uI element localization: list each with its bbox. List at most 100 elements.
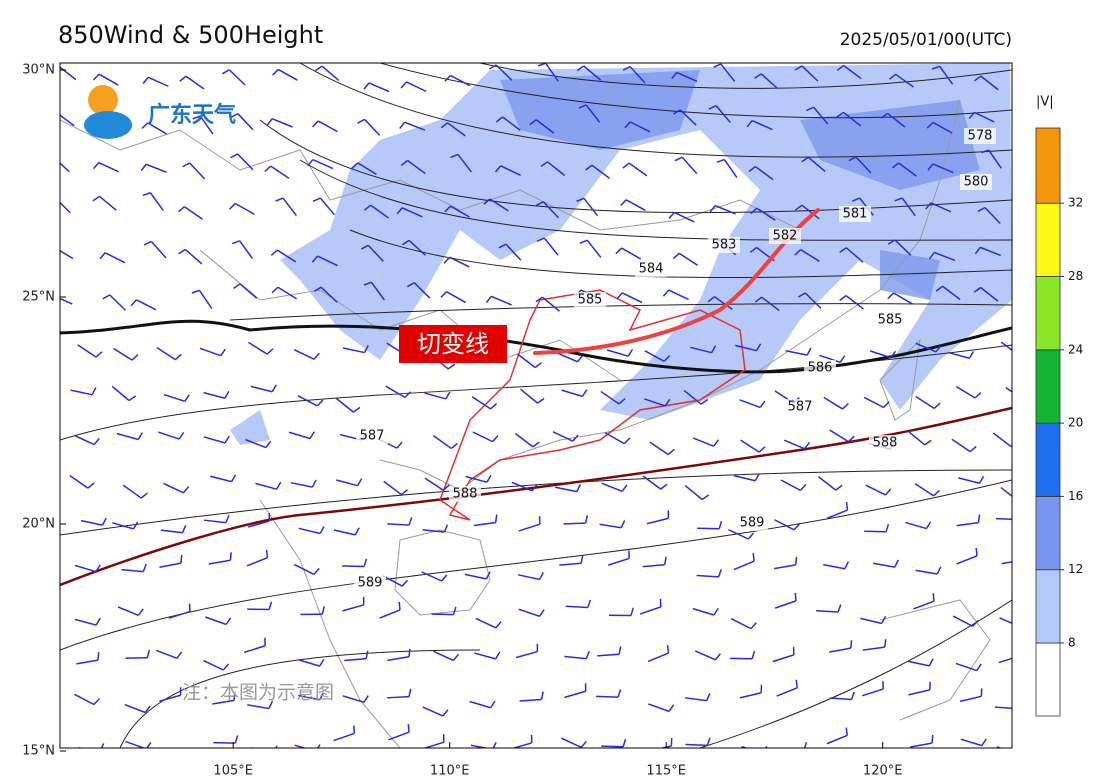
wind-barb-flag — [363, 345, 369, 353]
wind-barb — [955, 662, 977, 672]
wind-barb — [780, 479, 801, 492]
contour-label-bg — [574, 292, 606, 308]
x-tick-label: 110°E — [430, 764, 470, 779]
wind-barb-flag — [492, 435, 499, 443]
wind-barb-flag — [835, 484, 843, 491]
wind-barb — [855, 156, 872, 174]
wind-barb-flag — [579, 239, 588, 244]
wind-barb — [893, 292, 913, 305]
wind-barb-flag — [95, 351, 103, 358]
wind-barb — [915, 342, 937, 353]
wind-barb-flag — [233, 692, 236, 701]
y-tick-label: 25°N — [22, 290, 55, 305]
wind-barb — [979, 246, 1001, 257]
wind-barb-flag — [363, 281, 372, 286]
wind-barb-flag — [932, 593, 935, 602]
wind-barb-flag — [351, 162, 359, 169]
wind-barb — [184, 206, 204, 220]
wind-barb-flag — [928, 251, 935, 260]
wind-barb-flag — [889, 751, 893, 758]
wind-barb — [320, 286, 338, 303]
wind-barb — [543, 237, 559, 256]
wind-barb-flag — [97, 652, 100, 661]
wind-barb — [276, 249, 297, 263]
wind-barb — [149, 192, 164, 211]
wind-barb-flag — [178, 431, 185, 440]
wind-barb-flag — [321, 606, 326, 615]
wind-barb-flag — [706, 693, 711, 701]
wind-barb-flag — [793, 523, 801, 531]
wind-barb-flag — [265, 549, 269, 558]
wind-barb-flag — [176, 651, 183, 659]
wind-barb-flag — [494, 514, 498, 523]
wind-barb — [379, 609, 401, 619]
contour-label: 585 — [578, 293, 603, 308]
wind-barb — [297, 395, 318, 407]
wind-barb-flag — [142, 76, 149, 84]
wind-barb-flag — [228, 202, 236, 210]
contour-label: 588 — [453, 487, 478, 502]
wind-barb-flag — [311, 479, 317, 488]
contour-label: 584 — [639, 262, 664, 277]
wind-barb — [783, 439, 805, 450]
contour-label-bg — [960, 174, 992, 190]
x-tick-label: 115°E — [646, 764, 686, 779]
wind-barb-flag — [977, 206, 986, 213]
wind-barb-flag — [540, 161, 548, 168]
wind-barb — [298, 659, 320, 667]
wind-barb-flag — [442, 709, 449, 717]
wind-barb-flag — [709, 205, 716, 213]
wind-barb-flag — [1017, 701, 1020, 709]
wind-barb — [785, 349, 808, 356]
contour-label: 578 — [968, 129, 993, 144]
wind-barb-flag — [95, 564, 101, 573]
wind-barb-flag — [534, 362, 542, 369]
wind-barb — [861, 688, 884, 697]
wind-barb — [564, 655, 587, 660]
wind-barb — [761, 296, 780, 312]
wind-barb — [823, 396, 843, 410]
wind-barb-flag — [584, 515, 589, 524]
wind-barb — [60, 297, 73, 305]
contour-label-bg — [356, 428, 388, 444]
contour-label: 585 — [878, 313, 903, 328]
wind-barb — [1000, 486, 1012, 498]
wind-barb — [432, 435, 452, 450]
wind-barb — [73, 434, 95, 446]
wind-barb — [450, 205, 471, 218]
wind-barb — [826, 509, 848, 520]
wind-barb — [999, 617, 1012, 625]
wind-barb — [446, 291, 467, 304]
wind-barb-flag — [319, 692, 325, 701]
wind-barb-flag — [883, 401, 890, 409]
wind-barb — [800, 249, 820, 262]
colorbar-tick-label: 32 — [1068, 196, 1083, 210]
wind-barb-flag — [891, 162, 900, 169]
contour-label-bg — [874, 312, 906, 328]
plot-border — [59, 62, 1013, 749]
wind-barb — [829, 429, 849, 443]
wind-barb-flag — [494, 651, 501, 660]
wind-barb — [723, 159, 738, 179]
wind-barb — [368, 82, 390, 93]
wind-barb — [317, 255, 338, 267]
wind-barb-flag — [319, 526, 325, 534]
wind-barb-flag — [95, 617, 101, 626]
wind-barb — [237, 113, 254, 131]
wind-barb — [760, 73, 779, 90]
annotation-box — [399, 325, 507, 363]
wind-barb — [583, 197, 599, 217]
wind-barb-flag — [806, 106, 814, 112]
y-tick-label: 30°N — [22, 63, 55, 78]
wind-barb-flag — [884, 488, 892, 496]
wind-barb — [208, 559, 231, 565]
wind-barb-flag — [660, 483, 668, 490]
wind-barb — [823, 563, 845, 570]
colorbar-segment — [1035, 642, 1061, 717]
wind-barb-flag — [887, 239, 896, 245]
wind-barb — [150, 240, 167, 259]
guangdong-border — [439, 289, 746, 521]
wind-barb — [648, 703, 670, 713]
wind-barb-flag — [666, 645, 670, 654]
